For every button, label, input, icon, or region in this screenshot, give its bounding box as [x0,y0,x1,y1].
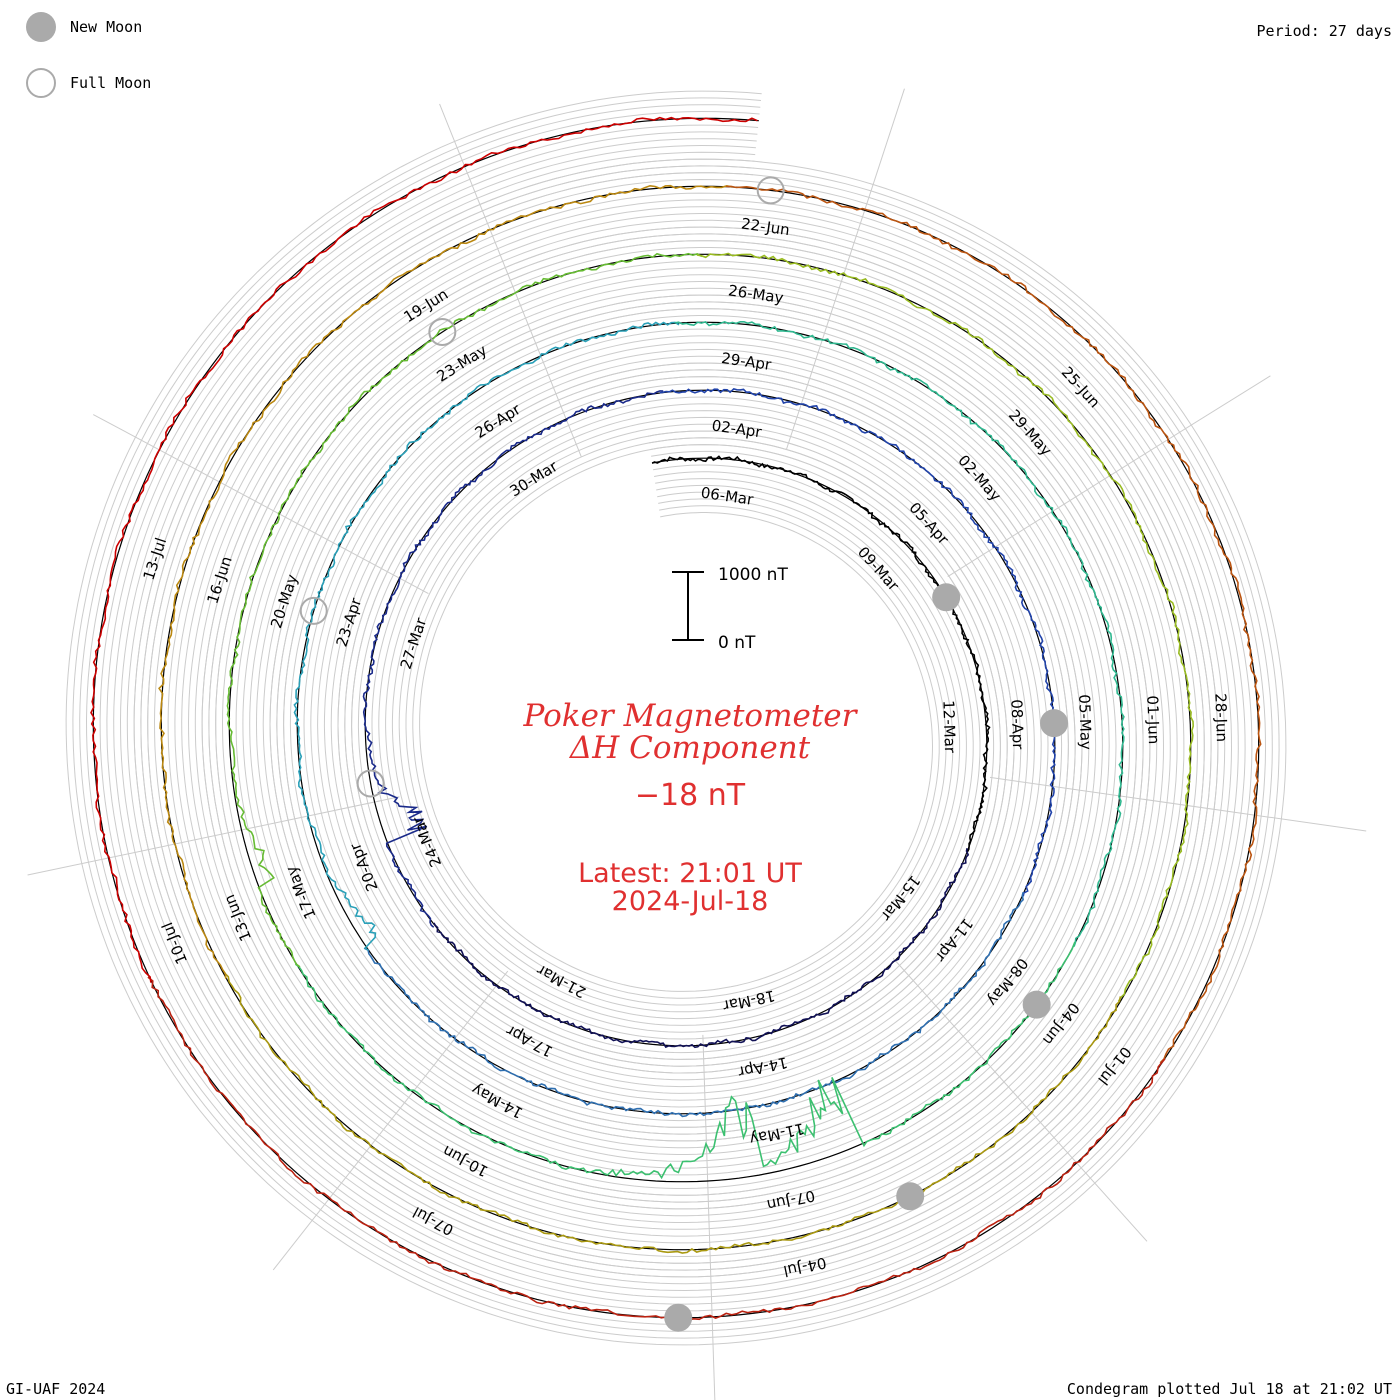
date-label: 04-Jul [782,1253,828,1280]
full-moon-icon [26,68,56,98]
date-label: 17-Apr [502,1021,555,1061]
trace-segment [696,252,1195,1002]
trace-segment [90,116,758,983]
date-label: 01-Jul [1094,1043,1135,1088]
title-line-2: ΔH Component [569,730,811,766]
grid-spiral [65,90,1287,1346]
chart-title: Poker Magnetometer ΔH Component [440,700,940,764]
date-label: 24-Mar [409,813,446,869]
date-label: 07-Jul [410,1203,457,1239]
date-label: 20-Apr [346,840,382,894]
date-label: 26-Apr [472,400,525,442]
legend-new-moon: New Moon [26,12,142,42]
current-value: −18 nT [634,778,746,813]
trace-segment [362,390,664,928]
full-moon-marker [756,176,785,205]
date-label: 09-Mar [854,543,903,595]
full-moon-label: Full Moon [70,74,152,92]
grid-spiral [79,104,1273,1332]
full-moon-marker [428,318,457,347]
day-spoke [892,958,1148,1242]
new-moon-marker [664,1303,693,1332]
date-label: 08-Apr [1007,699,1027,751]
credit-label: GI-UAF 2024 [6,1380,106,1398]
date-label: 07-Jun [765,1186,816,1214]
full-moon-marker [356,769,385,798]
latest-timestamp: Latest: 21:01 UT 2024-Jul-18 [490,860,890,916]
full-moon-marker [299,596,328,625]
trace-segment [294,941,1076,1180]
date-label: 02-May [954,451,1005,504]
spiral-grid [65,90,1287,1346]
grid-spiral [99,124,1253,1312]
moon-markers [299,176,1069,1332]
grid-spiral [85,110,1267,1326]
date-label: 06-Mar [700,484,756,509]
trace-segment [226,252,703,968]
date-label: 21-Mar [533,960,589,1001]
trace-segment [651,455,991,853]
trace-segment [224,972,1122,1254]
date-label: 01-Jun [1143,695,1163,744]
day-spokes [27,88,1367,1400]
new-moon-icon [26,12,56,42]
trace-segment [674,320,1125,947]
latest-date: 2024-Jul-18 [611,886,769,917]
plotted-timestamp: Condegram plotted Jul 18 at 21:02 UT [1066,1380,1392,1398]
trace-segment [293,321,680,952]
date-label: 14-May [469,1080,527,1122]
trace-segment [726,185,1262,1064]
date-label: 05-May [1075,694,1095,750]
date-label: 27-Mar [397,615,431,672]
baseline-path [92,117,1260,1319]
trace-segment [433,848,970,1049]
date-label: 10-Jun [440,1142,492,1181]
date-label: 14-Apr [736,1053,790,1081]
trace-segment [158,184,732,979]
day-spoke [93,414,429,595]
day-spoke [439,103,582,457]
zero-baseline-spiral [92,117,1260,1319]
day-spoke [272,970,509,1271]
title-line-1: Poker Magnetometer [523,698,857,734]
grid-spiral [113,138,1239,1298]
date-label: 28-Jun [1211,693,1231,742]
trace-segment [363,891,1024,1118]
day-spoke [702,1034,716,1400]
date-label: 12-Mar [939,700,959,754]
new-moon-label: New Moon [70,18,143,36]
legend-full-moon: Full Moon [26,68,151,98]
period-label: Period: 27 days [1256,22,1392,40]
date-label: 17-May [282,863,319,921]
grid-spiral [106,131,1246,1305]
grid-spiral [72,97,1280,1339]
grid-spiral [126,151,1226,1285]
new-moon-marker [932,583,961,612]
grid-spiral [119,144,1233,1292]
scale-bar: 1000 nT 0 nT [672,565,788,653]
scale-top-label: 1000 nT [718,565,788,585]
delta-h-trace [90,116,1262,1322]
new-moon-marker [1022,990,1051,1019]
latest-time: Latest: 21:01 UT [578,858,802,889]
date-label: 18-Mar [720,986,776,1015]
trace-segment [147,976,1166,1322]
day-spoke [785,88,905,451]
trace-segment [659,388,1059,897]
scale-bottom-label: 0 nT [718,633,756,653]
new-moon-marker [1040,709,1069,738]
date-label: 29-May [1005,406,1056,459]
day-spoke [27,796,400,876]
new-moon-marker [896,1182,925,1211]
